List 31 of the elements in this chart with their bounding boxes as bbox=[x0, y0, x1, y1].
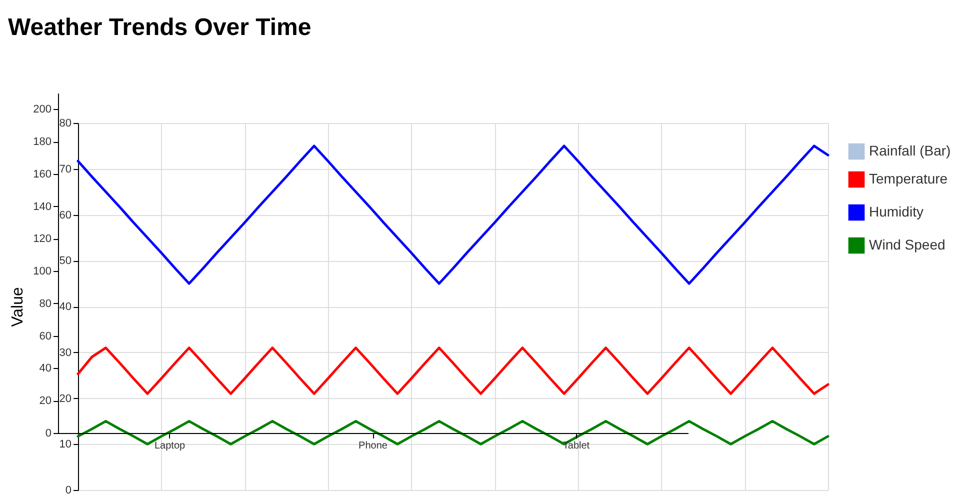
y-tick-label: 20 bbox=[59, 392, 72, 405]
line-series bbox=[76, 144, 830, 285]
y-tick-label: 40 bbox=[39, 362, 52, 375]
y-tick-label: 60 bbox=[59, 209, 72, 222]
legend-label: Wind Speed bbox=[869, 236, 946, 252]
y-tick-label: 140 bbox=[33, 200, 52, 213]
y-tick-label: 0 bbox=[45, 428, 52, 440]
y-tick-label: 100 bbox=[33, 266, 52, 278]
y-tick-label: 30 bbox=[59, 346, 72, 359]
y-tick-label: 10 bbox=[59, 438, 72, 451]
y-tick-label: 180 bbox=[33, 136, 52, 148]
legend-label: Temperature bbox=[869, 170, 948, 186]
line-series bbox=[76, 346, 830, 395]
y-tick-label: 50 bbox=[59, 255, 72, 268]
x-tick-label: Phone bbox=[358, 440, 388, 452]
y-tick-label: 70 bbox=[59, 163, 72, 176]
x-tick-label: Tablet bbox=[562, 440, 590, 452]
y-tick-label: 160 bbox=[33, 168, 52, 180]
y-tick-label: 60 bbox=[39, 330, 52, 342]
legend-label: Rainfall (Bar) bbox=[869, 142, 951, 158]
y-tick-label: 0 bbox=[65, 484, 72, 496]
y-tick-label: 80 bbox=[59, 118, 72, 130]
y-tick-label: 40 bbox=[59, 301, 72, 313]
y-tick-label: 120 bbox=[33, 233, 52, 246]
y-tick-label: 80 bbox=[39, 298, 52, 310]
chart-title: Weather Trends Over Time bbox=[8, 14, 312, 41]
y-axis-title: Value bbox=[9, 287, 26, 327]
x-tick-label: Laptop bbox=[154, 440, 186, 452]
legend-label: Humidity bbox=[869, 204, 924, 220]
y-tick-label: 200 bbox=[33, 104, 52, 116]
y-tick-label: 20 bbox=[39, 395, 52, 408]
